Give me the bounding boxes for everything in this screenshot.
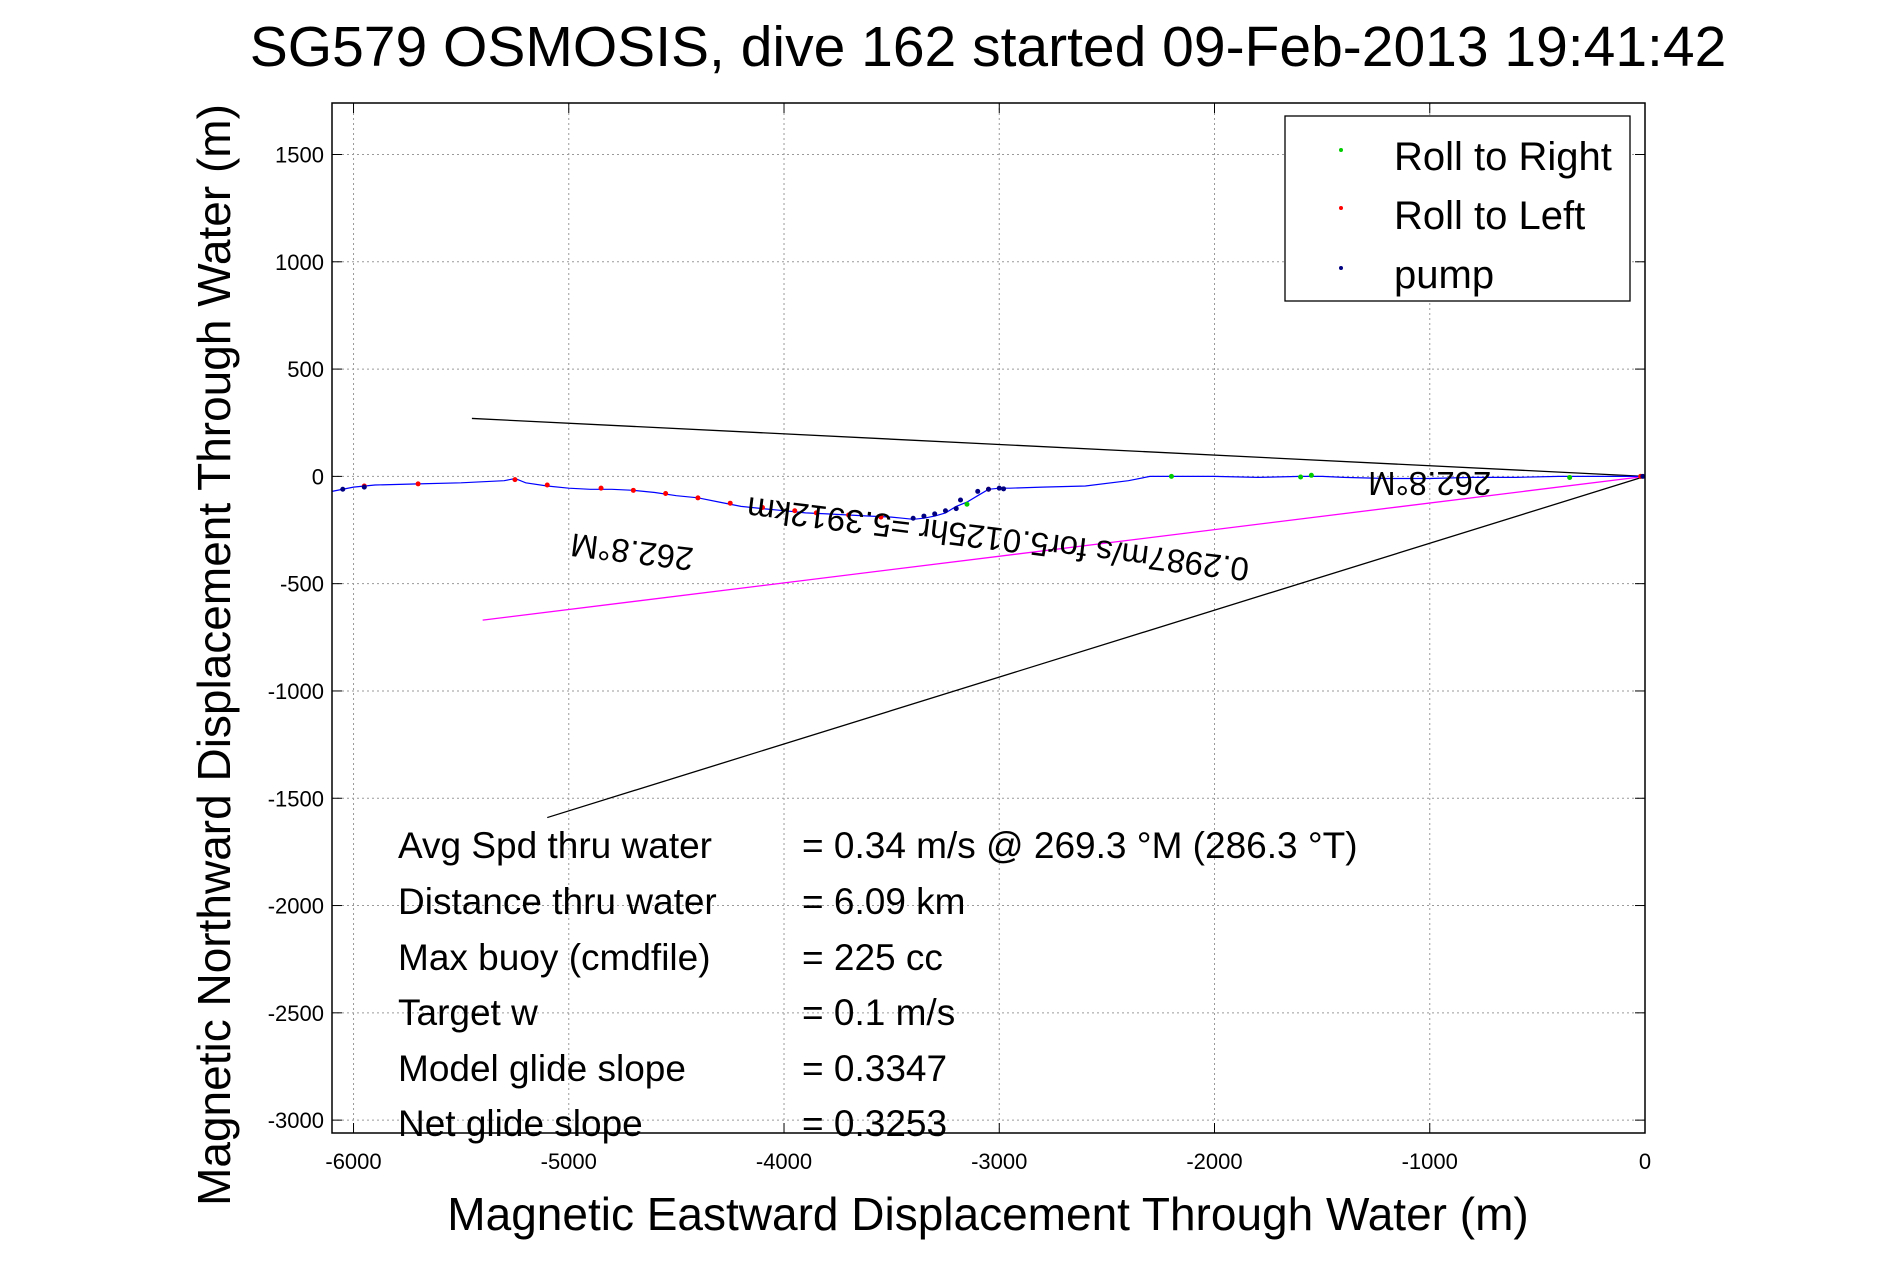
heading-bound-line-lower — [547, 475, 1646, 819]
x-axis-label: Magnetic Eastward Displacement Through W… — [447, 1188, 1528, 1240]
stat-label-distance: Distance thru water — [398, 881, 717, 922]
stat-label-target-w: Target w — [398, 992, 538, 1033]
roll-right-point — [1168, 473, 1174, 479]
roll-left-point — [415, 481, 421, 487]
x-tick-label: 0 — [1639, 1149, 1651, 1174]
roll-left-point — [544, 482, 550, 488]
legend-marker-roll-left — [1339, 206, 1343, 210]
legend-label-roll-right: Roll to Right — [1394, 135, 1612, 179]
roll-left-point — [512, 477, 518, 483]
roll-left-point — [813, 510, 819, 516]
pump-point — [1640, 473, 1646, 479]
y-tick-label: -1000 — [268, 679, 324, 704]
stat-value-avg-speed: = 0.34 m/s @ 269.3 °M (286.3 °T) — [802, 825, 1358, 866]
legend-label-pump: pump — [1394, 253, 1494, 297]
pump-point — [361, 484, 367, 490]
x-tick-label: -3000 — [971, 1149, 1027, 1174]
x-tick-label: -1000 — [1402, 1149, 1458, 1174]
roll-left-point — [759, 504, 765, 510]
heading-annotation-2: 0.2987m/s for5.0125hr =5.3912km — [745, 490, 1251, 588]
stat-value-target-w: = 0.1 m/s — [802, 992, 955, 1033]
x-tick-label: -4000 — [756, 1149, 812, 1174]
pump-point — [975, 488, 981, 494]
roll-right-point — [1567, 474, 1573, 480]
legend-marker-roll-right — [1339, 148, 1343, 152]
heading-annotation-1: 262.8°M — [1368, 465, 1491, 502]
marker-layer — [340, 472, 1646, 521]
stat-label-model-glide: Model glide slope — [398, 1048, 686, 1089]
roll-left-point — [878, 514, 884, 520]
pump-point — [932, 511, 938, 517]
roll-left-point — [598, 485, 604, 491]
y-tick-label: -3000 — [268, 1108, 324, 1133]
y-tick-label: 0 — [312, 464, 324, 489]
chart-title: SG579 OSMOSIS, dive 162 started 09-Feb-2… — [250, 15, 1727, 79]
y-tick-label: -2500 — [268, 1001, 324, 1026]
roll-left-point — [695, 495, 701, 501]
x-tick-label: -6000 — [325, 1149, 381, 1174]
legend-marker-pump — [1339, 266, 1343, 270]
course-line — [482, 475, 1646, 621]
stat-label-max-buoy: Max buoy (cmdfile) — [398, 937, 711, 978]
heading-annotation-3: 262.8°M — [569, 526, 696, 578]
y-axis-label: Magnetic Northward Displacement Through … — [188, 104, 240, 1206]
x-tick-label: -5000 — [541, 1149, 597, 1174]
y-tick-label: 1500 — [275, 143, 324, 168]
dive-stats: Avg Spd thru water = 0.34 m/s @ 269.3 °M… — [398, 825, 1358, 1144]
legend: Roll to Right Roll to Left pump — [1284, 115, 1631, 302]
pump-point — [958, 497, 964, 503]
pump-point — [996, 485, 1002, 491]
pump-point — [942, 508, 948, 514]
stat-value-net-glide: = 0.3253 — [802, 1103, 947, 1144]
stat-label-net-glide: Net glide slope — [398, 1103, 643, 1144]
roll-left-point — [727, 500, 733, 506]
stat-value-model-glide: = 0.3347 — [802, 1048, 947, 1089]
pump-point — [953, 506, 959, 512]
legend-label-roll-left: Roll to Left — [1394, 194, 1585, 238]
reference-lines — [471, 417, 1646, 819]
roll-left-point — [663, 491, 669, 497]
y-tick-label: 500 — [287, 357, 324, 382]
x-tick-label: -2000 — [1186, 1149, 1242, 1174]
y-tick-label: -2000 — [268, 894, 324, 919]
pump-point — [921, 513, 927, 519]
plot-frame — [331, 102, 1646, 1134]
roll-right-point — [1308, 472, 1314, 478]
roll-right-point — [964, 501, 970, 507]
annotations: 262.8°M 0.2987m/s for5.0125hr =5.3912km 26… — [569, 465, 1492, 588]
pump-point — [910, 515, 916, 521]
y-tick-label: -500 — [280, 572, 324, 597]
axis-ticks: -6000 -5000 -4000 -3000 -2000 -1000 0150010005… — [268, 103, 1651, 1174]
roll-left-point — [630, 487, 636, 493]
pump-point — [986, 486, 991, 492]
heading-bound-line-upper — [471, 417, 1646, 478]
pump-point — [1001, 486, 1007, 492]
stat-value-max-buoy: = 225 cc — [802, 937, 943, 978]
roll-left-point — [846, 512, 852, 518]
pump-point — [340, 486, 346, 492]
y-tick-label: -1500 — [268, 786, 324, 811]
stat-value-distance: = 6.09 km — [802, 881, 966, 922]
roll-right-point — [1298, 474, 1304, 480]
roll-left-point — [792, 508, 798, 514]
y-tick-label: 1000 — [275, 250, 324, 275]
stat-label-avg-speed: Avg Spd thru water — [398, 825, 712, 866]
